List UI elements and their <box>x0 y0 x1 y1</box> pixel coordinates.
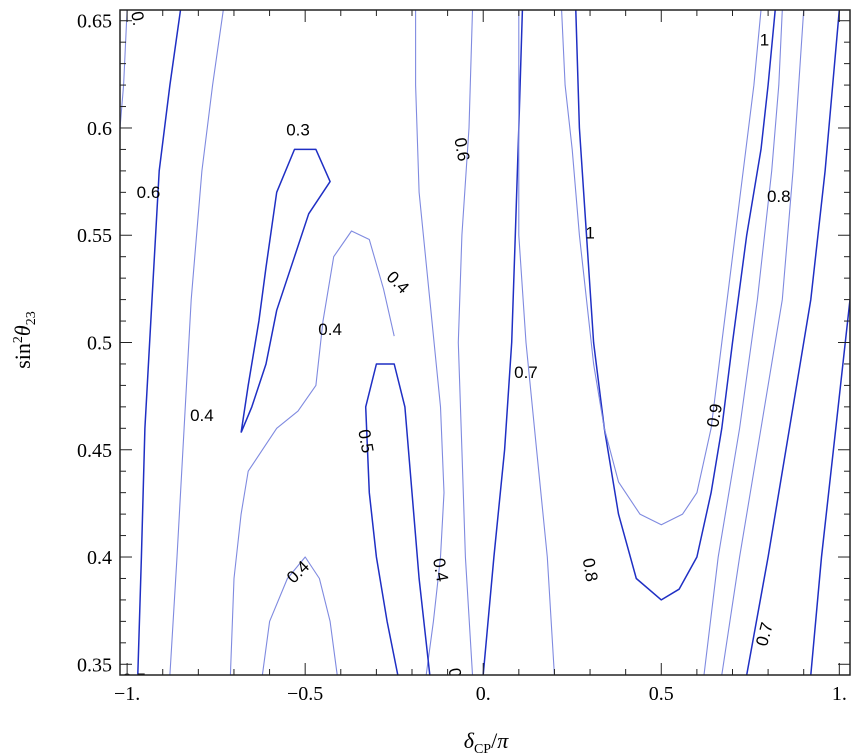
contour-label-6: 0.5 <box>354 428 377 455</box>
contour-line-4 <box>415 10 445 675</box>
contour-line-12 <box>561 10 762 526</box>
contour-line-0 <box>240 148 331 433</box>
axis-ticks <box>120 10 850 675</box>
contour-label-9: 0.7 <box>514 363 538 382</box>
contour-label-12: 0.8 <box>767 187 791 206</box>
y-tick-label-2: 0.45 <box>77 440 112 462</box>
contour-label-5: 0.4 <box>429 557 452 584</box>
x-tick-label-4: 1. <box>832 683 847 705</box>
contour-line-13 <box>703 10 783 675</box>
contour-line-8 <box>457 10 474 675</box>
contour-line-1 <box>229 230 395 675</box>
contour-label-19: 0.5 <box>122 670 146 689</box>
contour-label-2: 0.4 <box>383 267 413 297</box>
contour-label-17: 0. <box>127 10 148 27</box>
x-tick-labels: −1. −0.5 0. 0.5 1. <box>114 683 847 705</box>
contour-label-1: 0.4 <box>318 320 342 339</box>
y-tick-label-5: 0.6 <box>87 118 112 140</box>
y-tick-label-0: 0.35 <box>77 654 112 676</box>
contour-line-6 <box>137 10 182 675</box>
contour-lines <box>120 10 850 675</box>
y-tick-label-3: 0.5 <box>87 333 112 355</box>
x-tick-label-1: −0.5 <box>287 683 323 705</box>
x-axis-title: δCP/π <box>464 728 509 756</box>
x-tick-label-2: 0. <box>476 683 491 705</box>
y-tick-label-1: 0.4 <box>87 547 112 569</box>
contour-labels: 0.30.40.40.40.4 0.40.50.60.60.70.80.90.81… <box>122 10 791 689</box>
y-axis-title: sin2θ23 <box>10 311 39 369</box>
contour-line-16 <box>810 299 850 675</box>
plot-frame <box>119 9 851 676</box>
contour-line-15 <box>745 10 841 675</box>
x-tick-label-0: −1. <box>114 683 140 705</box>
contour-line-7 <box>120 10 128 129</box>
y-tick-label-4: 0.55 <box>77 225 112 247</box>
y-tick-label-6: 0.65 <box>77 11 112 33</box>
contour-label-7: 0.6 <box>137 183 161 202</box>
contour-line-9 <box>482 10 524 675</box>
contour-line-2 <box>169 10 224 675</box>
contour-label-10: 0.8 <box>579 557 602 584</box>
x-tick-label-3: 0.5 <box>649 683 674 705</box>
contour-label-13: 1 <box>585 224 594 243</box>
contour-label-11: 0.9 <box>703 402 726 429</box>
contour-label-18: 0 <box>445 667 465 680</box>
contour-line-14 <box>721 10 805 675</box>
y-tick-labels: 0.35 0.4 0.45 0.5 0.55 0.6 0.65 <box>77 11 112 677</box>
contour-line-5 <box>364 363 431 675</box>
contour-line-3 <box>261 556 338 675</box>
contour-line-10 <box>518 10 555 675</box>
contour-label-14: 1 <box>760 31 769 50</box>
contour-line-11 <box>575 10 776 601</box>
contour-label-8: 0.6 <box>450 136 473 163</box>
contour-label-3: 0.4 <box>190 406 214 425</box>
contour-label-0: 0.3 <box>286 121 310 140</box>
